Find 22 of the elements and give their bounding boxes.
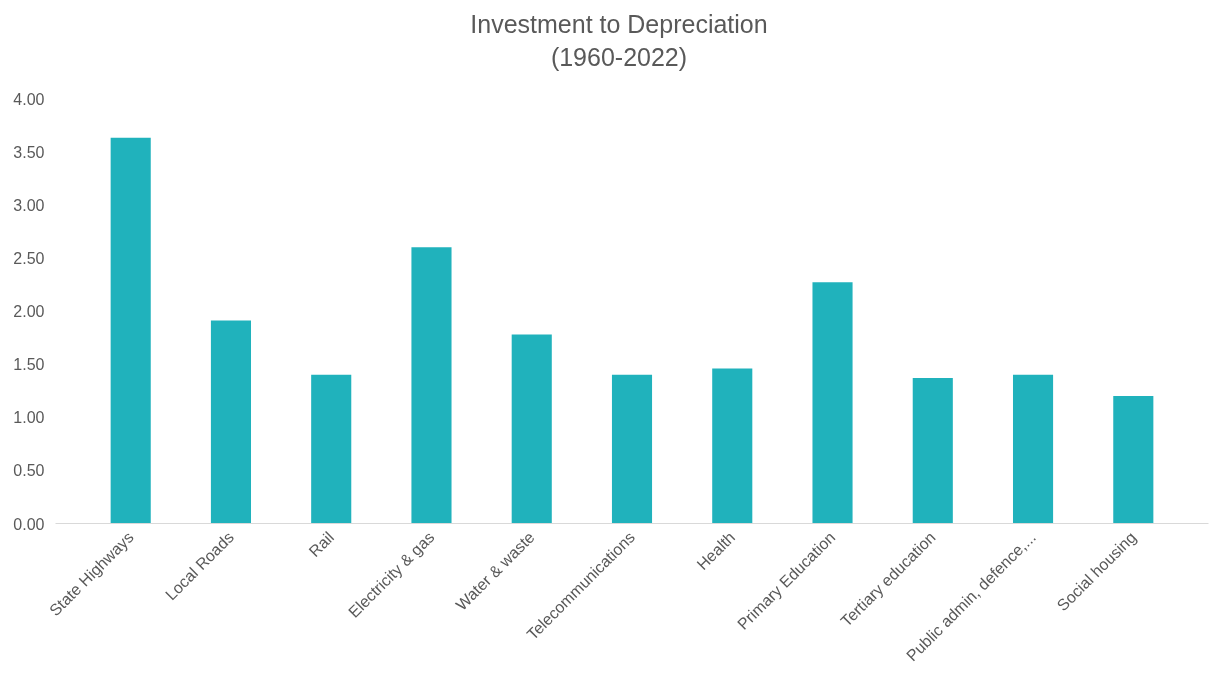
bar <box>1012 374 1054 524</box>
y-tick-label: 1.00 <box>13 409 45 427</box>
bar <box>210 320 252 524</box>
bar <box>712 368 753 524</box>
bar <box>411 247 452 524</box>
y-tick-label: 3.50 <box>13 143 45 161</box>
x-tick-label: Rail <box>305 528 338 560</box>
y-tick-label: 4.00 <box>13 90 45 108</box>
y-tick-label: 2.00 <box>13 303 45 320</box>
y-tick-label: 2.50 <box>13 249 45 267</box>
bar <box>812 282 853 524</box>
bar <box>611 374 653 524</box>
chart-title: Investment to Depreciation (1960-2022) <box>470 9 768 73</box>
bar <box>912 377 953 524</box>
y-tick-label: 3.00 <box>13 196 45 214</box>
y-tick-label: 0.00 <box>13 515 45 533</box>
bar <box>311 374 352 524</box>
bar <box>511 334 552 524</box>
y-tick-label: 1.50 <box>13 356 45 374</box>
bar <box>1113 396 1154 524</box>
y-tick-label: 0.50 <box>13 462 45 480</box>
bar <box>110 137 151 524</box>
